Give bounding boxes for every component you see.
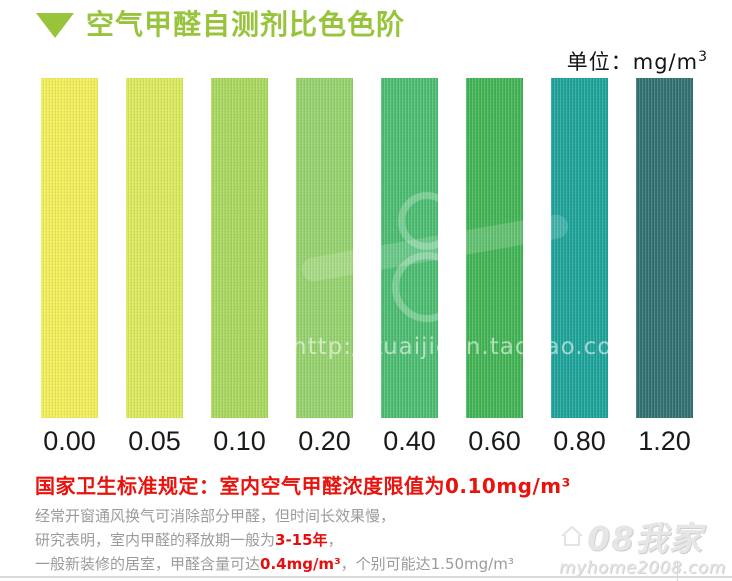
scale-value-label: 0.00 — [43, 426, 96, 456]
color-scale: 0.00 0.05 0.10 0.20 0.40 0.60 0.80 1.20 — [41, 78, 693, 457]
note-highlight: 3-15年 — [275, 531, 328, 549]
scale-column: 0.60 — [466, 78, 523, 457]
scale-column: 0.40 — [381, 78, 438, 457]
unit-label: 单位：mg/m3 — [567, 46, 708, 76]
scale-bar — [636, 78, 693, 418]
scale-value-label: 1.20 — [638, 426, 691, 456]
scale-value-label: 0.40 — [383, 426, 436, 456]
note-text: ， — [327, 531, 343, 549]
scale-column: 1.20 — [636, 78, 693, 457]
scale-column: 0.80 — [551, 78, 608, 457]
note-line: 研究表明，室内甲醛的释放期一般为3-15年， — [35, 528, 514, 552]
scale-value-label: 0.60 — [468, 426, 521, 456]
site-watermark: 08我家 myhome2008.com — [559, 512, 726, 578]
note-text: 经常开窗通风换气可消除部分甲醛，但时间长效果慢， — [35, 507, 396, 525]
site-name: 08我家 — [587, 519, 703, 558]
note-text: 研究表明，室内甲醛的释放期一般为 — [35, 531, 276, 549]
house-icon — [561, 525, 583, 546]
scale-bar — [296, 78, 353, 418]
scale-bar — [126, 78, 183, 418]
scale-bar — [41, 78, 98, 418]
scale-value-label: 0.05 — [128, 426, 181, 456]
note-text: 一般新装修的居室，甲醛含量可达 — [35, 555, 261, 573]
scale-value-label: 0.20 — [298, 426, 351, 456]
corner-divider — [677, 562, 678, 581]
page-title: 空气甲醛自测剂比色色阶 — [86, 8, 406, 41]
bottom-divider — [0, 576, 732, 578]
site-url: myhome2008.com — [559, 558, 726, 578]
triangle-down-icon — [36, 12, 74, 38]
scale-bar — [381, 78, 438, 418]
notes-body: 经常开窗通风换气可消除部分甲醛，但时间长效果慢， 研究表明，室内甲醛的释放期一般为… — [35, 504, 514, 576]
header: 空气甲醛自测剂比色色阶 — [36, 10, 405, 40]
scale-column: 0.00 — [41, 78, 98, 457]
scale-column: 0.10 — [211, 78, 268, 457]
scale-bar — [466, 78, 523, 418]
note-text: ，个别可能达1.50mg/m³ — [340, 555, 514, 573]
unit-superscript: 3 — [698, 49, 708, 65]
scale-column: 0.05 — [126, 78, 183, 457]
scale-bar — [551, 78, 608, 418]
unit-label-text: 单位：mg/m — [566, 50, 699, 74]
note-line: 一般新装修的居室，甲醛含量可达0.4mg/m³，个别可能达1.50mg/m³ — [35, 552, 514, 576]
site-watermark-row: 08我家 — [559, 512, 724, 560]
scale-column: 0.20 — [296, 78, 353, 457]
note-line: 经常开窗通风换气可消除部分甲醛，但时间长效果慢， — [35, 504, 514, 528]
scale-value-label: 0.10 — [213, 426, 266, 456]
note-highlight: 0.4mg/m³ — [260, 555, 341, 573]
scale-value-label: 0.80 — [553, 426, 606, 456]
scale-bar — [211, 78, 268, 418]
standard-limit-heading: 国家卫生标准规定：室内空气甲醛浓度限值为0.10mg/m³ — [35, 474, 571, 498]
